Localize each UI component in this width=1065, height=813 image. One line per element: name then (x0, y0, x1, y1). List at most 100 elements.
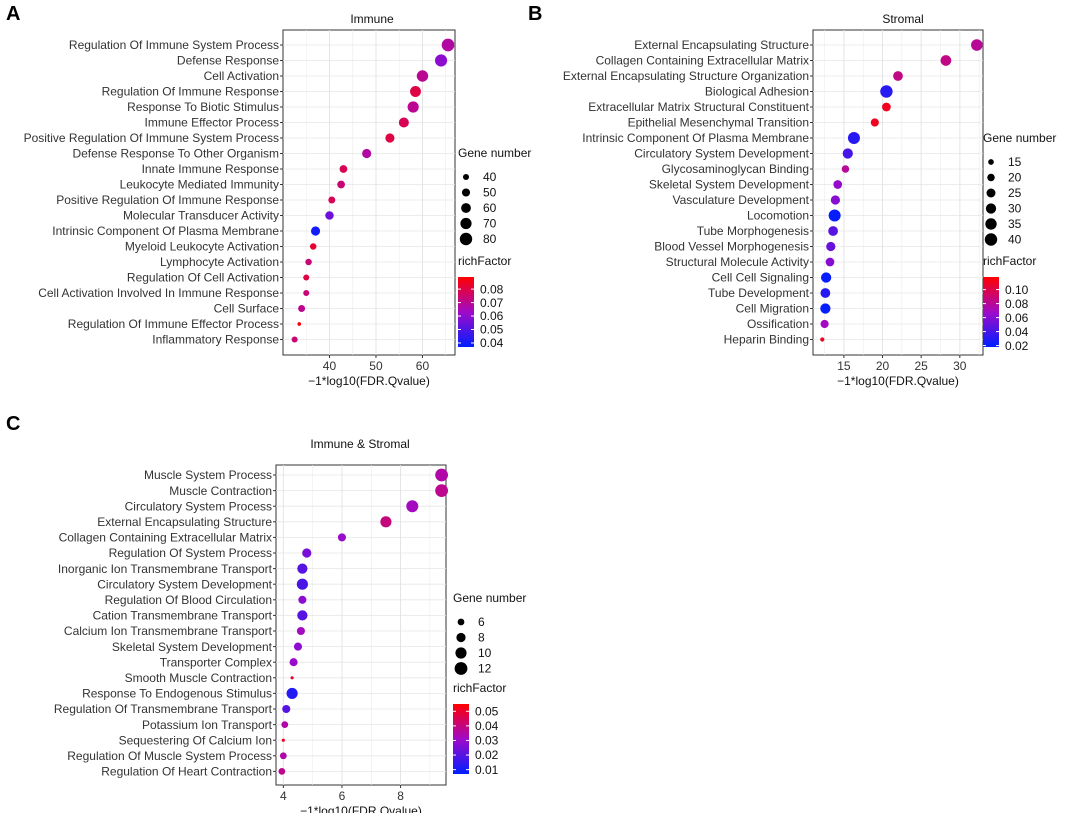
category-label: Immune Effector Process (145, 116, 280, 130)
category-label: Regulation Of Immune System Process (69, 38, 279, 52)
category-label: Response To Endogenous Stimulus (82, 687, 272, 701)
data-point (870, 118, 879, 127)
color-legend-label: 0.04 (475, 719, 499, 733)
category-label: Heparin Binding (724, 333, 809, 347)
category-label: Muscle System Process (144, 468, 272, 482)
category-label: Regulation Of Muscle System Process (67, 749, 272, 763)
data-point (841, 165, 850, 173)
category-label: Ossification (747, 317, 809, 331)
x-tick-label: 25 (915, 359, 929, 373)
x-axis-label: −1*log10(FDR.Qvalue) (300, 804, 422, 813)
category-label: Regulation Of Blood Circulation (105, 593, 272, 607)
size-legend-key (457, 618, 465, 626)
category-label: Regulation Of Immune Effector Process (68, 317, 279, 331)
data-point (362, 148, 372, 159)
data-point (282, 704, 291, 714)
panel-letter: B (528, 3, 542, 25)
category-label: Potassium Ion Transport (142, 718, 273, 732)
category-label: Circulatory System Process (125, 499, 272, 513)
data-point (820, 337, 825, 342)
category-label: Locomotion (747, 209, 809, 223)
category-label: Extracellular Matrix Structural Constitu… (588, 100, 809, 114)
data-point (337, 533, 346, 542)
data-point (339, 165, 348, 173)
category-label: Cell Activation (204, 69, 279, 83)
data-point (281, 738, 285, 742)
category-label: Calcium Ion Transmembrane Transport (64, 624, 273, 638)
panel-a: A Immune Regulation Of Immune System Proce… (6, 3, 531, 388)
chart-title: Immune (350, 12, 394, 26)
x-tick-label: 8 (397, 789, 404, 803)
data-point (828, 226, 838, 236)
category-label: Innate Immune Response (142, 162, 280, 176)
category-label: Positive Regulation Of Immune System Pro… (24, 131, 279, 145)
data-point (441, 38, 455, 52)
color-legend-label: 0.07 (480, 296, 504, 310)
category-label: Circulatory System Development (97, 577, 272, 591)
data-point (435, 468, 449, 482)
color-legend-label: 0.06 (480, 309, 504, 323)
color-legend-title: richFactor (458, 254, 511, 268)
size-legend-title: Gene number (453, 591, 526, 605)
data-point (828, 209, 841, 222)
category-label: Cell Surface (214, 302, 280, 316)
category-label: Molecular Transducer Activity (123, 209, 279, 223)
data-point (406, 500, 419, 513)
color-legend-label: 0.04 (1005, 325, 1029, 339)
size-legend-label: 10 (478, 646, 492, 660)
category-label: External Encapsulating Structure (97, 515, 272, 529)
data-point (434, 54, 448, 67)
size-legend-label: 80 (483, 232, 497, 246)
size-legend-key (988, 159, 994, 165)
size-legend-key (460, 217, 472, 230)
data-point (337, 180, 345, 189)
color-legend-label: 0.04 (480, 336, 504, 350)
size-legend-key (984, 233, 998, 246)
color-legend-label: 0.05 (475, 704, 499, 718)
category-label: Skeletal System Development (112, 640, 273, 654)
data-point (291, 336, 298, 343)
category-label: Intrinsic Component Of Plasma Membrane (52, 224, 279, 238)
data-point (880, 85, 893, 98)
size-legend-key (985, 218, 997, 230)
category-label: Muscle Contraction (169, 484, 272, 498)
data-point (940, 55, 952, 66)
category-label: Transporter Complex (160, 655, 272, 669)
data-point (305, 258, 312, 266)
panel-b: B Stromal External Encapsulating Structure… (528, 3, 1056, 388)
category-label: Collagen Containing Extracellular Matrix (596, 54, 809, 68)
data-point (825, 257, 835, 267)
size-legend-key (459, 232, 473, 246)
data-point (882, 102, 891, 112)
data-point (309, 243, 317, 250)
x-tick-label: 60 (416, 359, 430, 373)
category-label: Epithelial Mesenchymal Transition (628, 116, 809, 130)
data-point (380, 516, 392, 528)
data-point (847, 131, 860, 145)
color-legend-bar (458, 277, 474, 347)
plot-panel (275, 464, 447, 786)
size-legend-label: 8 (478, 631, 485, 645)
category-label: Cell Migration (736, 302, 809, 316)
size-legend-label: 30 (1008, 202, 1022, 216)
data-point (303, 274, 310, 281)
size-legend-label: 25 (1008, 186, 1022, 200)
size-legend-key (985, 203, 997, 214)
x-tick-label: 20 (876, 359, 890, 373)
category-label: Defense Response (177, 54, 279, 68)
x-tick-label: 40 (323, 359, 337, 373)
size-legend-label: 20 (1008, 171, 1022, 185)
size-legend-label: 15 (1008, 155, 1022, 169)
data-point (297, 563, 308, 574)
category-label: External Encapsulating Structure Organiz… (563, 69, 809, 83)
data-point (310, 226, 321, 236)
data-point (297, 322, 302, 326)
data-point (820, 303, 831, 314)
size-legend-label: 40 (1008, 233, 1022, 247)
chart-title: Stromal (882, 12, 923, 26)
color-legend-label: 0.08 (480, 282, 504, 296)
x-tick-label: 4 (280, 789, 287, 803)
color-legend-label: 0.10 (1005, 283, 1029, 297)
category-label: Myeloid Leukocyte Activation (125, 240, 279, 254)
